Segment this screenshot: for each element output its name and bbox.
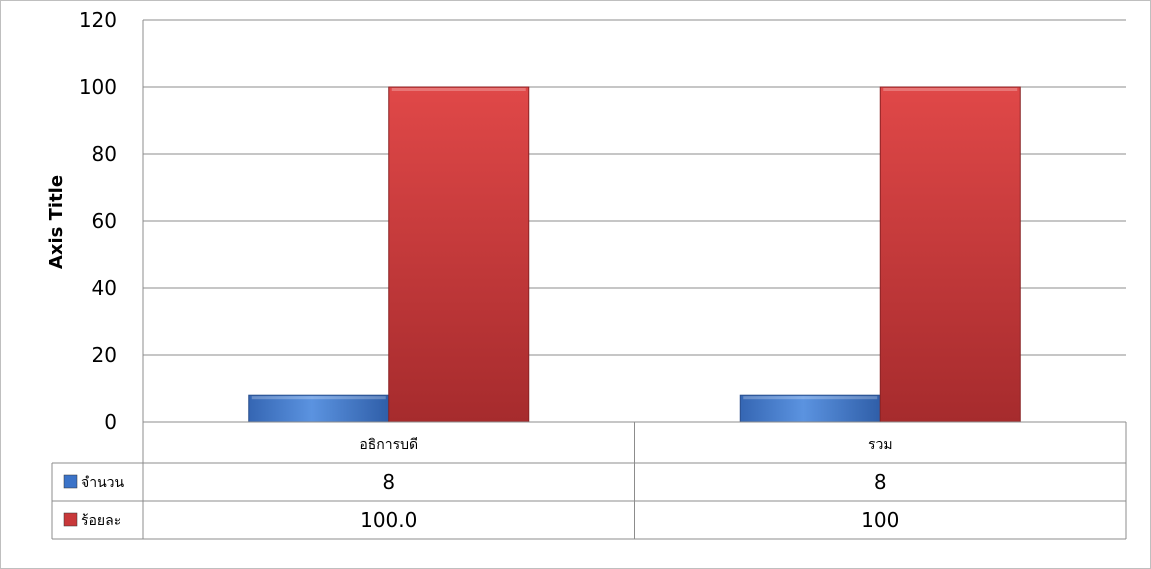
y-tick-label: 80 [92,142,117,166]
data-table-value: 100 [861,508,899,532]
y-tick-label: 120 [79,8,117,32]
legend-label: จำนวน [81,475,124,491]
legend-swatch [63,512,78,527]
legend-label: ร้อยละ [81,513,121,529]
y-axis: 0 20 40 60 80 100 120 [79,8,144,434]
y-axis-title: Axis Title [46,175,67,269]
data-table-value: 8 [874,470,887,494]
legend-swatch [63,474,78,489]
data-table-value: 100.0 [360,508,417,532]
bar [388,86,530,423]
x-category-label: อธิการบดี [359,437,418,453]
y-tick-label: 0 [104,410,117,434]
y-tick-label: 20 [92,343,117,367]
y-tick-label: 40 [92,276,117,300]
bars [248,86,1021,423]
bar [879,86,1021,423]
x-category-label: รวม [868,437,893,453]
y-tick-label: 60 [92,209,117,233]
bar-highlight [743,396,878,400]
bar-highlight [391,88,526,91]
bar [739,394,881,423]
y-tick-label: 100 [79,75,117,99]
bar-highlight [251,396,386,400]
data-table-value: 8 [382,470,395,494]
bar-highlight [883,88,1018,91]
bar [248,394,390,423]
